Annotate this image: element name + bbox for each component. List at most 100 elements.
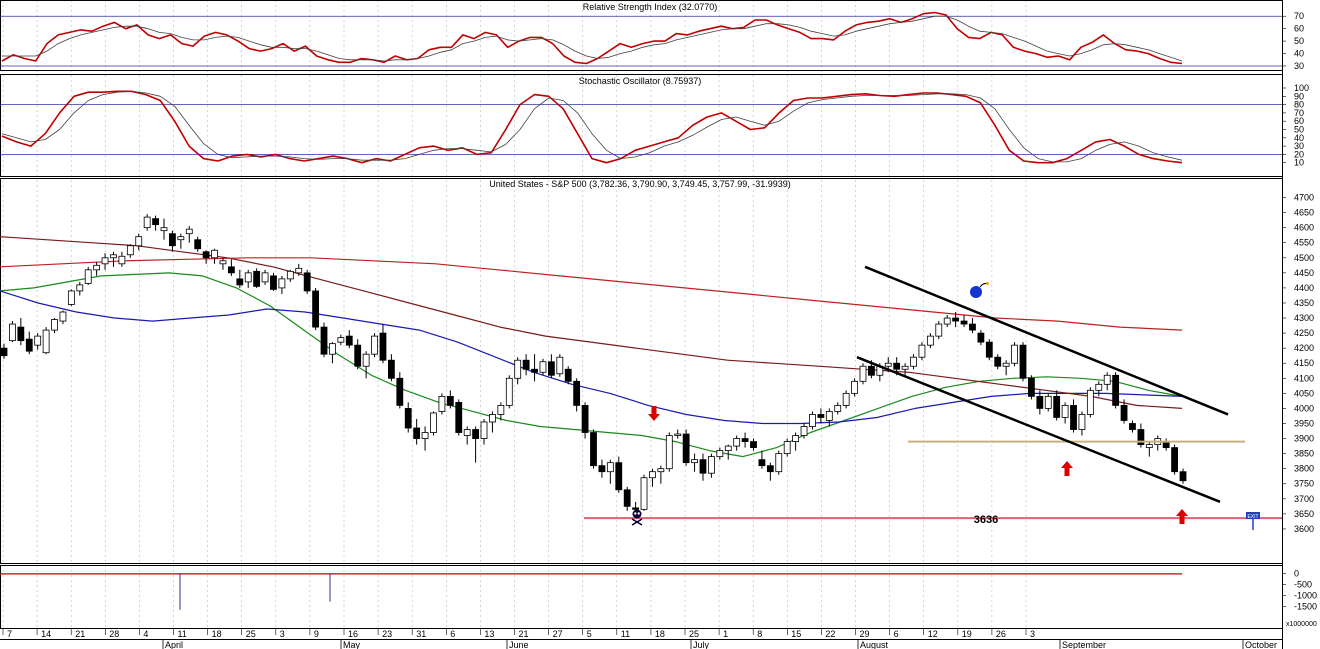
candle-body [522,359,530,370]
date-tick-label: 28 [109,629,119,639]
candle-body [34,335,42,346]
candle-body [606,462,614,473]
candle-body [884,362,892,367]
bomb-fuse [979,282,988,288]
rsi-ytick-label: 50 [1294,36,1304,46]
date-tick-label: 12 [928,629,938,639]
candle-body [177,236,185,241]
candle-body [312,290,319,328]
candle-body [926,335,934,346]
bomb-body [970,286,982,298]
price-ytick-label: 4350 [1294,298,1314,308]
candle-body [211,249,218,259]
price-ytick-label: 4300 [1294,313,1314,323]
candle-body [1103,374,1111,385]
date-tick-label: 1 [723,629,728,639]
candle-body [960,320,968,325]
candle-body [985,341,993,358]
candle-body [590,432,597,467]
candle-body [716,450,724,458]
date-tick-label: 22 [825,629,835,639]
price-ytick-label: 4550 [1294,238,1314,248]
price-ytick-label: 3750 [1294,479,1314,489]
month-label: June [509,640,529,649]
candle-body [337,337,345,343]
candle-body [194,239,202,250]
candle-body [110,254,117,259]
candle-body [851,380,858,394]
candle-body [463,429,471,436]
candle-body [539,361,547,373]
price-ytick-label: 3900 [1294,434,1314,444]
lower-trendline [856,356,1221,503]
candle-body [775,453,783,473]
price-ytick-label: 3600 [1294,524,1314,534]
candle-body [93,264,101,271]
rsi-ytick-label: 30 [1294,61,1304,71]
date-tick-label: 29 [860,629,870,639]
panel-frame-stoch [0,74,1283,177]
stochastic-ytick-label: 80 [1294,100,1304,110]
volume-ytick-label: -1500 [1294,601,1317,611]
volume-ytick-label: 0 [1294,568,1299,578]
price-ytick-label: 4650 [1294,208,1314,218]
candle-body [1145,444,1153,448]
price-ytick-label: 4600 [1294,223,1314,233]
date-tick-label: 6 [894,629,899,639]
candle-body [935,323,943,337]
price-ytick-label: 4400 [1294,283,1314,293]
candle-body [800,426,808,436]
candle-body [371,335,378,355]
candle-body [1028,377,1035,397]
candle-body [446,395,454,406]
date-tick-label: 11 [621,629,630,639]
candle-body [354,344,362,367]
month-label: April [165,640,183,649]
rsi-panel [0,11,1282,67]
moving-average-ma_blue [0,290,1183,425]
price-ytick-label: 3850 [1294,449,1314,459]
price-ytick-label: 4500 [1294,253,1314,263]
candle-body [1086,389,1094,415]
stochastic-ytick-label: 20 [1294,149,1304,159]
price-ytick-label: 4250 [1294,328,1314,338]
candle-body [379,332,387,361]
price-ytick-label: 4450 [1294,268,1314,278]
candle-body [1179,471,1187,482]
candle-body [783,441,791,455]
candle-body [825,411,833,421]
candle-body [842,392,850,406]
candle-body [682,433,690,464]
date-tick-label: 14 [41,629,51,639]
candle-body [1036,395,1044,409]
candle-body [657,468,665,473]
candle-body [270,275,277,290]
skull-eye [634,512,637,515]
rsi-series-rsi [1,11,1183,65]
candle-body [219,260,227,265]
date-tick-label: 27 [553,629,563,639]
price-ytick-label: 3650 [1294,509,1314,519]
candle-body [413,427,421,439]
rsi-ytick-label: 40 [1294,49,1304,59]
price-panel [0,214,1282,526]
candle-body [505,377,513,406]
month-label: May [343,640,361,649]
candle-body [295,267,303,274]
candle-body [202,251,210,259]
candle-body [1044,395,1052,409]
volume-ytick-label: -500 [1294,579,1312,589]
price-ytick-label: 4050 [1294,388,1314,398]
candle-body [615,462,623,491]
candle-body [1137,429,1145,445]
candle-body [9,323,16,342]
date-tick-label: 13 [484,629,494,639]
skull-head [632,509,642,519]
candle-body [1053,395,1061,418]
candle-body [531,368,538,373]
candle-body [556,356,564,375]
moving-average-ma_green [0,272,1183,458]
candle-body [135,236,143,247]
candle-body [253,270,261,287]
candle-body [421,432,429,439]
